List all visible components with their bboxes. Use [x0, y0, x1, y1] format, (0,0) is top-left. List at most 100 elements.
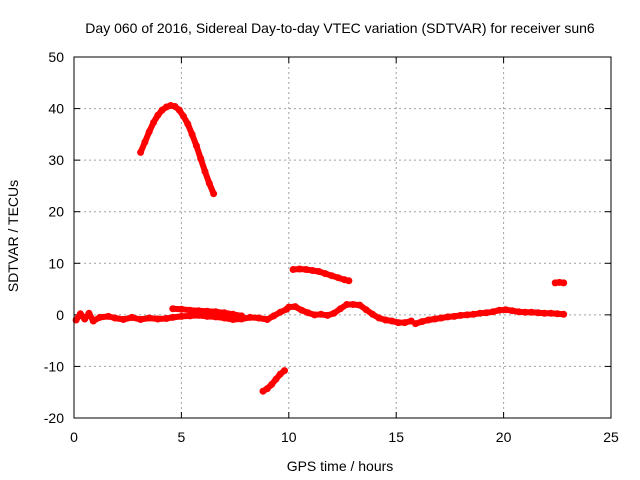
data-point [186, 312, 194, 320]
data-point [192, 142, 200, 150]
x-tick-label: 10 [281, 429, 297, 445]
data-point [272, 375, 280, 383]
data-point [328, 272, 336, 280]
data-point [418, 318, 426, 326]
data-point [201, 168, 209, 175]
x-tick-label: 20 [496, 429, 512, 445]
y-tick-label: 40 [48, 101, 64, 117]
data-point [276, 308, 284, 316]
data-point [308, 267, 316, 274]
data-point [553, 310, 561, 318]
data-point [495, 306, 503, 314]
data-series [72, 102, 568, 395]
series-mid-bump [285, 301, 415, 327]
y-tick-label: 20 [48, 204, 64, 220]
data-point [336, 305, 344, 313]
data-point [177, 312, 185, 320]
data-point [508, 307, 516, 315]
data-point [382, 316, 389, 324]
x-tick-label: 0 [70, 429, 78, 445]
data-point [169, 313, 177, 321]
data-point [96, 313, 104, 321]
data-point [263, 316, 271, 323]
series-early-arc [137, 102, 218, 198]
data-point [203, 312, 211, 320]
data-point [177, 305, 185, 313]
data-point [362, 306, 370, 314]
data-point [334, 274, 342, 282]
data-point [238, 312, 245, 320]
data-point [560, 279, 568, 287]
data-point [388, 317, 396, 325]
data-point [212, 313, 220, 321]
data-point [285, 303, 293, 311]
x-tick-label: 5 [178, 429, 186, 445]
data-point [137, 316, 145, 323]
data-point [111, 314, 119, 322]
data-point [457, 311, 465, 319]
data-point [229, 310, 237, 318]
data-point [81, 315, 89, 323]
data-point [137, 148, 145, 156]
data-point [489, 308, 497, 316]
data-point [169, 305, 177, 313]
data-point [195, 307, 203, 315]
grid-lines [74, 57, 611, 418]
data-point [154, 315, 162, 323]
data-point [540, 309, 548, 317]
y-tick-label: 30 [48, 152, 64, 168]
data-point [246, 313, 254, 321]
data-point [197, 155, 205, 163]
y-tick-labels: -20 -10 0 10 20 30 40 50 [44, 49, 64, 426]
data-point [476, 309, 484, 317]
data-point [356, 301, 364, 309]
data-point [394, 319, 402, 327]
y-tick-label: -10 [44, 358, 64, 374]
data-point [119, 316, 127, 323]
data-point [145, 128, 153, 136]
data-point [470, 310, 477, 318]
data-point [315, 268, 323, 275]
data-point [212, 308, 220, 316]
y-tick-label: -20 [44, 410, 64, 426]
data-point [141, 138, 149, 146]
data-point [375, 314, 383, 322]
x-tick-labels: 0 5 10 15 20 25 [70, 429, 619, 445]
data-point [76, 310, 84, 318]
series-dip-segment [259, 367, 288, 395]
data-point [343, 301, 351, 308]
data-point [203, 307, 211, 315]
y-tick-label: 50 [48, 49, 64, 65]
data-point [450, 312, 458, 320]
data-point [104, 312, 112, 320]
data-point [281, 367, 288, 375]
data-point [220, 309, 228, 317]
data-point [291, 303, 299, 311]
data-point [89, 317, 97, 325]
y-tick-label: 0 [56, 307, 64, 323]
plot-frame [73, 56, 612, 419]
series-baseline-upper [169, 305, 245, 320]
series-late-offset [551, 278, 568, 287]
data-point [154, 111, 162, 119]
data-point [180, 112, 187, 120]
data-point [304, 309, 312, 317]
data-point [289, 266, 297, 273]
data-point [229, 316, 237, 323]
data-point [547, 309, 555, 317]
data-point [220, 314, 228, 322]
data-point [431, 315, 439, 323]
data-point [424, 316, 432, 324]
data-point [270, 312, 278, 320]
data-point [502, 306, 510, 314]
data-point [317, 310, 325, 318]
data-point [150, 119, 157, 126]
x-tick-label: 15 [388, 429, 404, 445]
data-point [528, 308, 535, 316]
data-point [534, 309, 542, 317]
chart-title: Day 060 of 2016, Sidereal Day-to-day VTE… [85, 20, 595, 36]
data-point [162, 315, 170, 322]
data-point [85, 309, 93, 317]
